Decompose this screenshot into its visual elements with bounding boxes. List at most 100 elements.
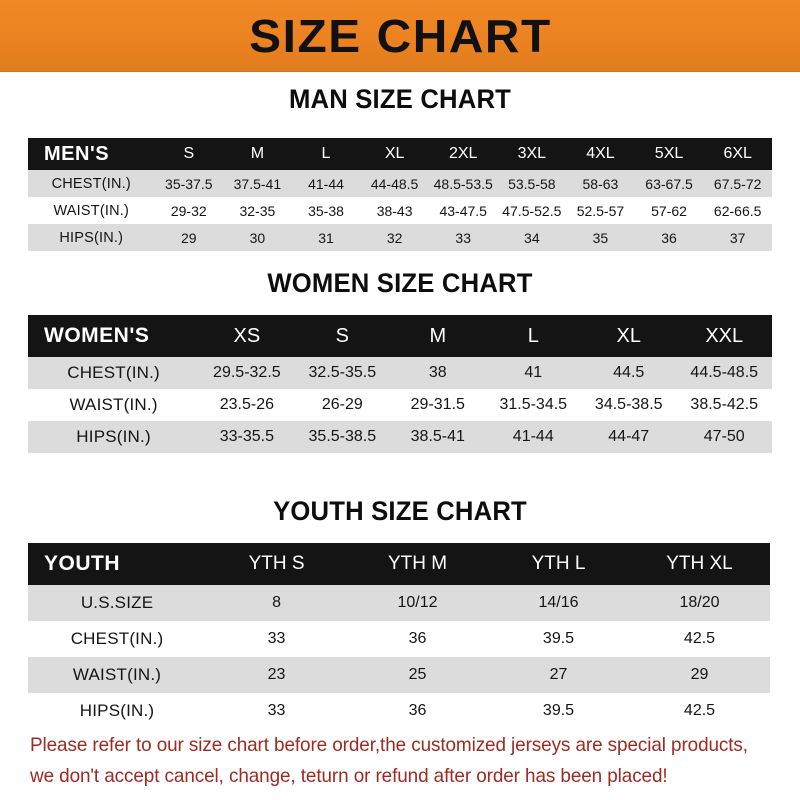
table-cell: 33 bbox=[455, 229, 471, 246]
table-cell: 14/16 bbox=[538, 594, 579, 611]
women-section-heading: WOMEN SIZE CHART bbox=[267, 268, 533, 298]
order-policy-note: Please refer to our size chart before or… bbox=[30, 730, 759, 792]
table-cell: 31 bbox=[318, 229, 334, 246]
women-column-header-xxl: XXL bbox=[705, 324, 744, 347]
man-column-header-2xl: 2XL bbox=[448, 145, 478, 162]
women-table-corner-label: WOMEN'S bbox=[44, 324, 150, 347]
youth-section-heading: YOUTH SIZE CHART bbox=[273, 496, 527, 526]
table-cell: 35 bbox=[592, 229, 609, 246]
table-cell: 53.5-58 bbox=[508, 175, 556, 192]
table-cell: 41-44 bbox=[512, 428, 554, 445]
men-table-header: MEN'S S M L XL 2XL 3XL 4XL 5XL 6XL bbox=[28, 138, 772, 170]
table-row: WAIST(IN.) 29-32 32-35 35-38 38-43 43-47.5 47.… bbox=[28, 197, 772, 224]
table-cell: 37.5-41 bbox=[233, 175, 282, 192]
table-cell: 38.5-41 bbox=[410, 428, 465, 445]
table-cell: 35.5-38.5 bbox=[308, 428, 377, 445]
man-column-header-5xl: 5XL bbox=[654, 145, 684, 162]
table-header-row: WOMEN'S XS S M L XL XXL bbox=[28, 315, 772, 357]
table-cell: 44.5 bbox=[613, 364, 645, 381]
table-cell: 52.5-57 bbox=[576, 202, 625, 219]
table-cell: 42.5 bbox=[683, 630, 716, 647]
order-policy-line-2: we don't accept cancel, change, teturn o… bbox=[30, 765, 668, 787]
table-cell: 43-47.5 bbox=[439, 202, 487, 219]
youth-row-label: HIPS(IN.) bbox=[79, 701, 155, 720]
table-cell: 41-44 bbox=[308, 175, 344, 192]
women-column-header-xl: XL bbox=[616, 324, 641, 347]
table-row: WAIST(IN.) 23.5-26 26-29 29-31.5 31.5-34.5 34… bbox=[28, 389, 772, 421]
youth-table-header: YOUTH YTH S YTH M YTH L YTH XL bbox=[28, 543, 770, 585]
table-cell: 42.5 bbox=[683, 702, 716, 719]
table-cell: 67.5-72 bbox=[713, 175, 762, 192]
youth-size-table: YOUTH YTH S YTH M YTH L YTH XL U.S.SIZE 8 10/1… bbox=[28, 543, 770, 729]
table-cell: 58-63 bbox=[582, 175, 619, 192]
youth-row-label: WAIST(IN.) bbox=[72, 665, 162, 684]
table-header-row: MEN'S S M L XL 2XL 3XL 4XL 5XL 6XL bbox=[28, 138, 772, 170]
table-cell: 62-66.5 bbox=[713, 202, 762, 219]
table-row: U.S.SIZE 8 10/12 14/16 18/20 bbox=[28, 585, 770, 621]
women-column-header-xs: XS bbox=[233, 324, 261, 347]
women-table-body: CHEST(IN.) 29.5-32.5 32.5-35.5 38 41 44.5 44.5… bbox=[28, 357, 772, 453]
table-cell: 35-37.5 bbox=[165, 175, 213, 192]
table-cell: 34.5-38.5 bbox=[594, 396, 663, 413]
table-cell: 33 bbox=[267, 630, 286, 647]
table-cell: 23 bbox=[267, 666, 286, 683]
table-cell: 47.5-52.5 bbox=[502, 202, 562, 219]
table-cell: 33 bbox=[267, 702, 286, 719]
table-cell: 57-62 bbox=[651, 202, 687, 219]
women-column-header-s: S bbox=[335, 324, 349, 347]
youth-row-label: U.S.SIZE bbox=[80, 593, 154, 612]
table-cell: 30 bbox=[249, 229, 266, 246]
table-cell: 32 bbox=[386, 229, 403, 246]
table-cell: 29-31.5 bbox=[410, 396, 465, 413]
man-column-header-6xl: 6XL bbox=[723, 145, 752, 162]
table-cell: 41 bbox=[524, 364, 543, 381]
table-cell: 36 bbox=[408, 630, 427, 647]
table-cell: 23.5-26 bbox=[219, 396, 274, 413]
youth-column-header-yth-xl: YTH XL bbox=[666, 553, 733, 574]
table-cell: 32-35 bbox=[239, 202, 276, 219]
women-column-header-l: L bbox=[527, 324, 539, 347]
table-row: WAIST(IN.) 23 25 27 29 bbox=[28, 657, 770, 693]
youth-column-header-yth-l: YTH L bbox=[531, 553, 586, 574]
banner: SIZE CHART bbox=[0, 0, 800, 72]
table-row: HIPS(IN.) 33-35.5 35.5-38.5 38.5-41 41-44 44-… bbox=[28, 421, 772, 453]
man-row-label: HIPS(IN.) bbox=[59, 229, 124, 246]
man-column-header-m: M bbox=[250, 145, 265, 162]
man-column-header-4xl: 4XL bbox=[586, 145, 615, 162]
table-cell: 29 bbox=[180, 229, 197, 246]
table-cell: 39.5 bbox=[542, 702, 575, 719]
table-cell: 8 bbox=[272, 594, 282, 611]
page-title: SIZE CHART bbox=[248, 9, 552, 62]
man-column-header-xl: XL bbox=[384, 145, 405, 162]
man-row-label: CHEST(IN.) bbox=[51, 175, 131, 192]
table-cell: 18/20 bbox=[679, 594, 720, 611]
table-cell: 26-29 bbox=[321, 396, 363, 413]
table-row: HIPS(IN.) 33 36 39.5 42.5 bbox=[28, 693, 770, 729]
table-cell: 48.5-53.5 bbox=[433, 175, 493, 192]
man-column-header-l: L bbox=[321, 145, 331, 162]
table-row: CHEST(IN.) 29.5-32.5 32.5-35.5 38 41 44.5 44.5… bbox=[28, 357, 772, 389]
table-cell: 44-47 bbox=[608, 428, 650, 445]
table-cell: 27 bbox=[549, 666, 568, 683]
women-row-label: HIPS(IN.) bbox=[76, 427, 151, 446]
man-section-heading: MAN SIZE CHART bbox=[288, 84, 512, 114]
man-column-header-s: S bbox=[183, 145, 195, 162]
table-header-row: YOUTH YTH S YTH M YTH L YTH XL bbox=[28, 543, 770, 585]
table-cell: 39.5 bbox=[542, 630, 575, 647]
youth-table-corner-label: YOUTH bbox=[44, 552, 120, 575]
table-cell: 44.5-48.5 bbox=[690, 364, 759, 381]
men-table-body: CHEST(IN.) 35-37.5 37.5-41 41-44 44-48.5 48.5… bbox=[28, 170, 772, 251]
table-cell: 25 bbox=[408, 666, 427, 683]
table-cell: 29 bbox=[690, 666, 709, 683]
women-row-label: CHEST(IN.) bbox=[67, 363, 160, 382]
youth-column-header-yth-s: YTH S bbox=[248, 553, 305, 574]
table-cell: 38 bbox=[428, 364, 447, 381]
youth-column-header-yth-m: YTH M bbox=[387, 553, 448, 574]
table-cell: 34 bbox=[524, 229, 540, 246]
table-cell: 36 bbox=[661, 229, 677, 246]
youth-row-label: CHEST(IN.) bbox=[70, 629, 164, 648]
table-cell: 29-32 bbox=[170, 202, 207, 219]
table-row: CHEST(IN.) 35-37.5 37.5-41 41-44 44-48.5 48.5… bbox=[28, 170, 772, 197]
women-row-label: WAIST(IN.) bbox=[69, 395, 158, 414]
women-size-table: WOMEN'S XS S M L XL XXL CHEST(IN.) 29.5-32.5 32.… bbox=[28, 315, 772, 453]
